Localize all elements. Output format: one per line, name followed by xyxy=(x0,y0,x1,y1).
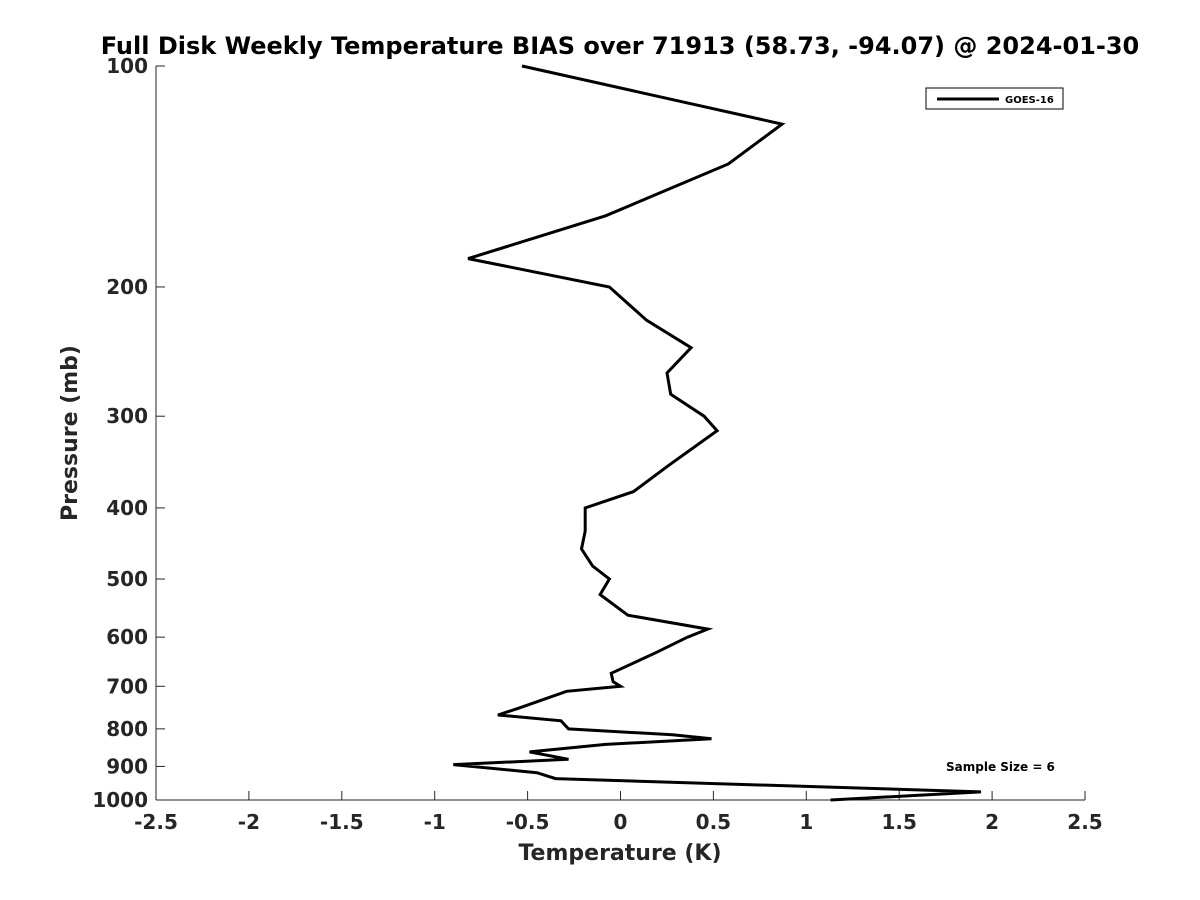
legend: GOES-16 xyxy=(925,87,1064,110)
legend-label: GOES-16 xyxy=(1005,95,1054,106)
x-ticks: -2.5 -2 -1.5 -1 -0.5 0 0.5 1 1.5 2 2.5 xyxy=(134,791,1103,834)
x-tick-label: 0 xyxy=(614,810,628,834)
y-tick-label: 300 xyxy=(106,404,148,428)
y-tick-label: 400 xyxy=(106,496,148,520)
x-tick-label: 1.5 xyxy=(881,810,916,834)
y-tick-label: 700 xyxy=(106,674,148,698)
x-tick-label: 2.5 xyxy=(1067,810,1102,834)
y-tick-label: 100 xyxy=(106,54,148,78)
x-tick-label: -2.5 xyxy=(134,810,178,834)
y-tick-label: 800 xyxy=(106,717,148,741)
y-tick-label: 900 xyxy=(106,754,148,778)
y-ticks: 100 200 300 400 500 600 700 800 900 1000 xyxy=(92,54,165,812)
y-axis-label: Pressure (mb) xyxy=(58,345,83,521)
x-tick-label: 0.5 xyxy=(696,810,731,834)
x-tick-label: 2 xyxy=(985,810,999,834)
y-tick-label: 1000 xyxy=(92,788,148,812)
y-tick-label: 200 xyxy=(106,275,148,299)
x-tick-label: -0.5 xyxy=(506,810,550,834)
series-line-goes16 xyxy=(453,64,982,802)
y-tick-label: 500 xyxy=(106,567,148,591)
x-tick-label: -2 xyxy=(238,810,260,834)
y-tick-label: 600 xyxy=(106,625,148,649)
x-tick-label: 1 xyxy=(799,810,813,834)
x-tick-label: -1 xyxy=(424,810,446,834)
chart-title: Full Disk Weekly Temperature BIAS over 7… xyxy=(101,32,1140,60)
x-axis-label: Temperature (K) xyxy=(518,841,721,866)
x-tick-label: -1.5 xyxy=(320,810,364,834)
sample-size-annotation: Sample Size = 6 xyxy=(946,760,1055,774)
